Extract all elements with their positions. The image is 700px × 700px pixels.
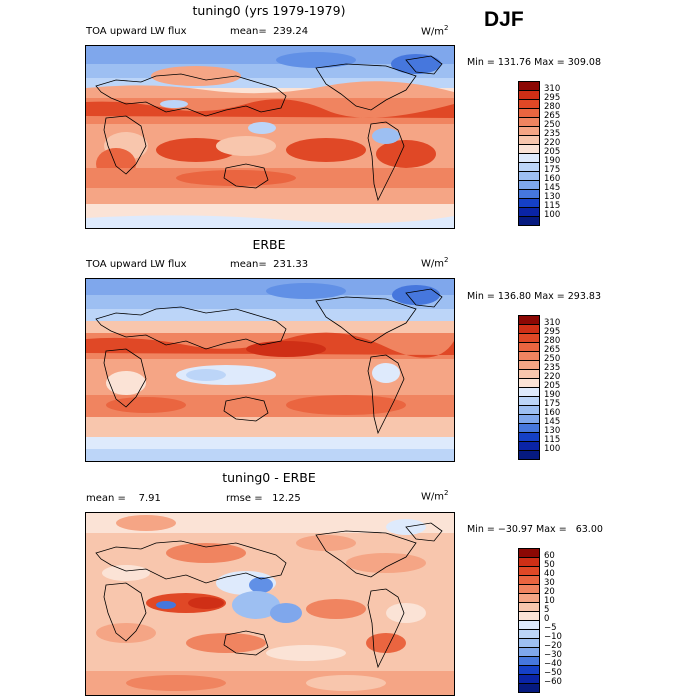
colorbar-tick: −20	[544, 641, 562, 651]
colorbar-tick: 310	[544, 84, 561, 94]
colorbar-tick: 10	[544, 596, 555, 606]
colorbar-tick: −40	[544, 659, 562, 669]
min-max-label: Min = −30.97 Max = 63.00	[467, 524, 603, 535]
colorbar-tick: 160	[544, 174, 561, 184]
variable-label: TOA upward LW flux	[86, 26, 187, 37]
colorbar-tick: 130	[544, 426, 561, 436]
rmse-label: rmse = 12.25	[226, 493, 301, 504]
colorbar-tick: 115	[544, 201, 561, 211]
colorbar-tick: 235	[544, 129, 561, 139]
colorbar-cell	[518, 683, 540, 693]
mean-label: mean= 239.24	[230, 26, 309, 37]
colorbar-tick: −50	[544, 668, 562, 678]
colorbar-tick: 280	[544, 336, 561, 346]
colorbar-tick: 115	[544, 435, 561, 445]
mean-label: mean = 7.91	[86, 493, 161, 504]
colorbar-tick: 310	[544, 318, 561, 328]
colorbar-tick: 280	[544, 102, 561, 112]
colorbar-tick: 100	[544, 210, 561, 220]
units-label: W/m2	[421, 24, 449, 38]
colorbar-tick: −10	[544, 632, 562, 642]
panel-title: tuning0 (yrs 1979-1979)	[192, 3, 346, 18]
season-label: DJF	[484, 8, 524, 31]
colorbar-tick: 30	[544, 578, 555, 588]
colorbar-tick: 250	[544, 120, 561, 130]
min-max-label: Min = 131.76 Max = 309.08	[467, 57, 601, 68]
colorbar-tick: 0	[544, 614, 550, 624]
colorbar-tick: 220	[544, 372, 561, 382]
colorbar-cell	[518, 450, 540, 460]
lw-flux-diff-map	[86, 513, 454, 695]
colorbar-tick: 40	[544, 569, 555, 579]
colorbar-tick: 250	[544, 354, 561, 364]
colorbar-tick: 265	[544, 345, 561, 355]
panel-title: ERBE	[252, 237, 286, 252]
colorbar-tick: 5	[544, 605, 550, 615]
colorbar-tick: −60	[544, 677, 562, 687]
colorbar-tick: 130	[544, 192, 561, 202]
colorbar-tick: −30	[544, 650, 562, 660]
colorbar-tick: 295	[544, 93, 561, 103]
colorbar-tick: 220	[544, 138, 561, 148]
map-panel-model	[85, 45, 455, 229]
colorbar-tick: 60	[544, 551, 555, 561]
variable-label: TOA upward LW flux	[86, 259, 187, 270]
colorbar-tick: 175	[544, 165, 561, 175]
lw-flux-map	[86, 46, 454, 228]
colorbar-tick: 205	[544, 381, 561, 391]
colorbar-cell	[518, 216, 540, 226]
colorbar-tick: −5	[544, 623, 557, 633]
colorbar-tick: 145	[544, 183, 561, 193]
colorbar-tick: 190	[544, 390, 561, 400]
map-panel-obs	[85, 278, 455, 462]
colorbar-tick: 295	[544, 327, 561, 337]
panel-title: tuning0 - ERBE	[222, 470, 316, 485]
colorbar-tick: 145	[544, 417, 561, 427]
min-max-label: Min = 136.80 Max = 293.83	[467, 291, 601, 302]
colorbar-tick: 20	[544, 587, 555, 597]
colorbar-tick: 175	[544, 399, 561, 409]
lw-flux-map	[86, 279, 454, 461]
units-label: W/m2	[421, 489, 449, 503]
colorbar-tick: 160	[544, 408, 561, 418]
colorbar-tick: 50	[544, 560, 555, 570]
colorbar-tick: 100	[544, 444, 561, 454]
colorbar-tick: 265	[544, 111, 561, 121]
colorbar-tick: 205	[544, 147, 561, 157]
map-panel-diff	[85, 512, 455, 696]
colorbar-tick: 235	[544, 363, 561, 373]
colorbar-tick: 190	[544, 156, 561, 166]
units-label: W/m2	[421, 256, 449, 270]
mean-label: mean= 231.33	[230, 259, 309, 270]
